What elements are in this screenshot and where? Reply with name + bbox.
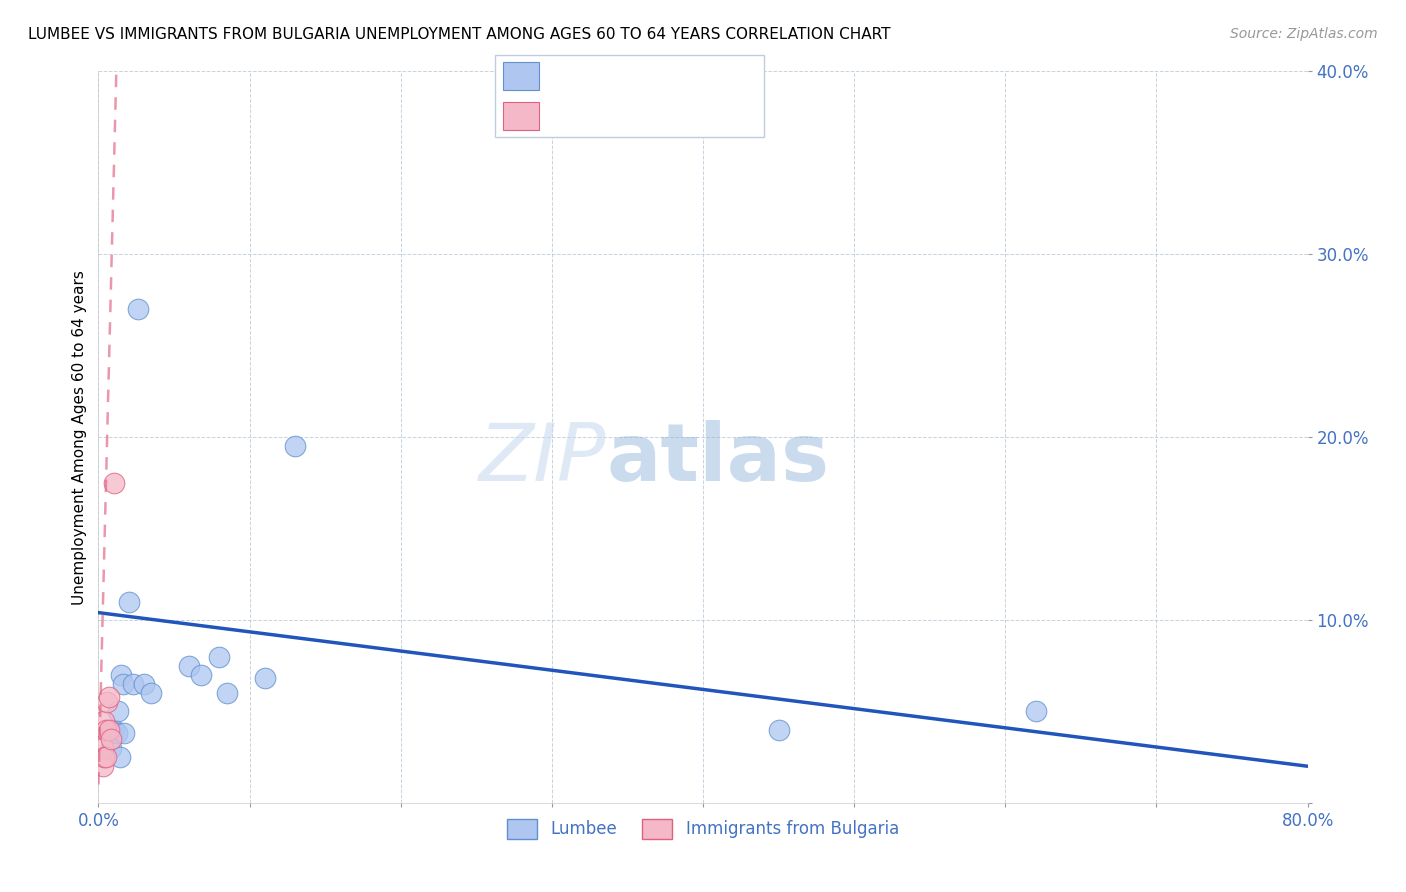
- FancyBboxPatch shape: [495, 55, 763, 136]
- Legend: Lumbee, Immigrants from Bulgaria: Lumbee, Immigrants from Bulgaria: [501, 812, 905, 846]
- Point: [253, 672, 276, 686]
- Point: [100, 740, 122, 755]
- Text: -0.192: -0.192: [593, 67, 647, 85]
- Text: 0.524: 0.524: [593, 107, 641, 125]
- Text: LUMBEE VS IMMIGRANTS FROM BULGARIA UNEMPLOYMENT AMONG AGES 60 TO 64 YEARS CORREL: LUMBEE VS IMMIGRANTS FROM BULGARIA UNEMP…: [28, 27, 890, 42]
- Point: [108, 750, 131, 764]
- Point: [93, 750, 115, 764]
- Point: [111, 677, 134, 691]
- Point: [122, 677, 145, 691]
- Point: [91, 759, 114, 773]
- Point: [1024, 705, 1046, 719]
- Point: [94, 750, 117, 764]
- Point: [98, 690, 121, 704]
- Point: [141, 686, 163, 700]
- Text: ZIP: ZIP: [479, 420, 606, 498]
- Point: [100, 731, 122, 746]
- FancyBboxPatch shape: [503, 62, 538, 90]
- Point: [208, 649, 231, 664]
- Text: atlas: atlas: [606, 420, 830, 498]
- Point: [190, 667, 212, 681]
- Text: R =: R =: [550, 107, 586, 125]
- Point: [91, 740, 114, 755]
- Point: [118, 594, 141, 608]
- FancyBboxPatch shape: [503, 102, 538, 130]
- Point: [215, 686, 238, 700]
- Point: [93, 714, 115, 728]
- Point: [132, 677, 155, 691]
- Point: [103, 475, 125, 490]
- Text: Source: ZipAtlas.com: Source: ZipAtlas.com: [1230, 27, 1378, 41]
- Point: [100, 723, 122, 737]
- Point: [179, 658, 201, 673]
- Text: 22: 22: [711, 67, 733, 85]
- Point: [94, 723, 117, 737]
- Text: 11: 11: [711, 107, 733, 125]
- Point: [98, 723, 121, 737]
- Text: N =: N =: [665, 67, 702, 85]
- Text: R =: R =: [550, 67, 586, 85]
- Point: [107, 705, 129, 719]
- Point: [127, 301, 149, 317]
- Point: [768, 723, 790, 737]
- Point: [110, 667, 132, 681]
- Point: [103, 723, 125, 737]
- Point: [96, 695, 118, 709]
- Point: [105, 726, 128, 740]
- Text: N =: N =: [665, 107, 702, 125]
- Point: [284, 439, 307, 453]
- Point: [112, 726, 135, 740]
- Y-axis label: Unemployment Among Ages 60 to 64 years: Unemployment Among Ages 60 to 64 years: [72, 269, 87, 605]
